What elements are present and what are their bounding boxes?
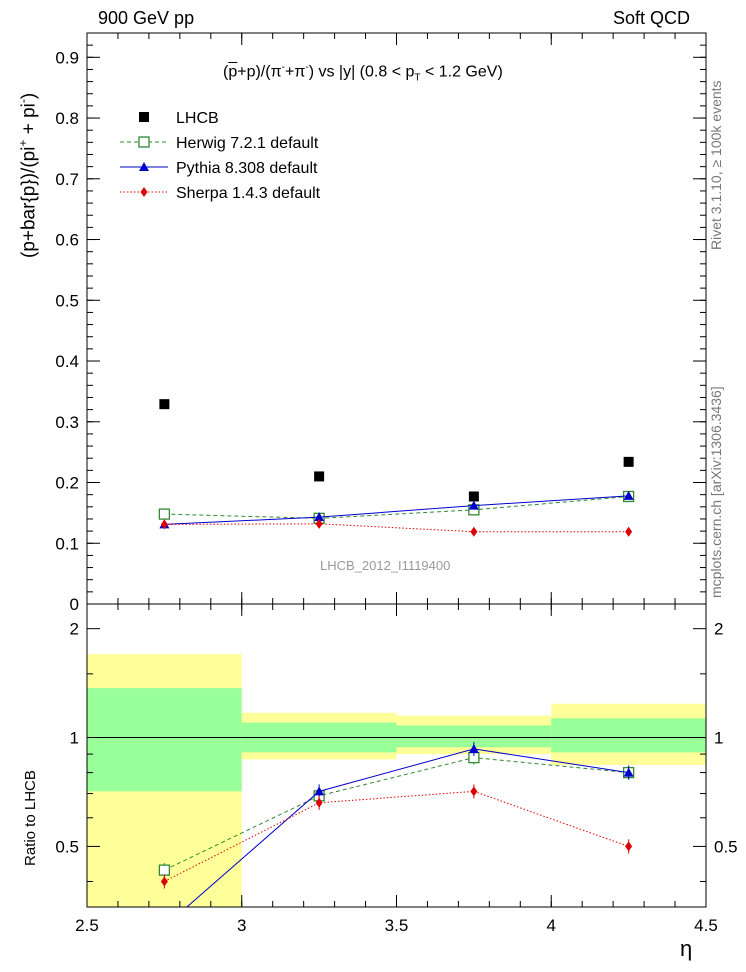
mcplots-label: mcplots.cern.ch [arXiv:1306.3436] <box>708 386 724 598</box>
legend-marker-2 <box>139 162 149 171</box>
uncertainty-bands <box>87 654 706 907</box>
series-group <box>158 399 635 931</box>
legend-label-3: Sherpa 1.4.3 default <box>176 185 321 202</box>
y-tick-label-2: 0.2 <box>55 474 79 493</box>
y-tick-label-9: 0.9 <box>55 48 79 67</box>
legend: LHCB Herwig 7.2.1 default Pythia 8.308 def… <box>120 110 321 202</box>
series-0 <box>159 399 634 502</box>
x-tick-label-0: 2.5 <box>75 916 99 935</box>
y-axis-label: (p+bar{p})/(pi+ + pi-) <box>16 93 40 258</box>
x-tick-label-3: 4 <box>547 916 556 935</box>
title-sup1: - <box>281 62 285 73</box>
point-1-0 <box>158 508 171 520</box>
point-0-0 <box>159 399 170 410</box>
band-stat-2 <box>396 725 552 748</box>
tick-labels: 2.5 3 3.5 4 4.5 0 0.1 0.2 0.3 0.4 0.5 0.6 0.7 0.8 0.9 0… <box>55 48 737 935</box>
title-mid1: +p)/(π <box>237 63 282 81</box>
legend-marker-3 <box>140 187 148 197</box>
x-tick-label-1: 3 <box>237 916 246 935</box>
y-tick-label-6: 0.6 <box>55 231 79 250</box>
x-axis-label: η <box>680 936 693 961</box>
title-mid2: +π <box>284 63 306 81</box>
ratio-tick-label-right-0: 0.5 <box>714 837 738 856</box>
ratio-series-2 <box>159 741 634 931</box>
point-3-3 <box>625 526 633 537</box>
ylabel-b: + pi <box>18 103 40 140</box>
y-tick-label-3: 0.3 <box>55 413 79 432</box>
legend-marker-0 <box>139 112 149 122</box>
ratio-point-2-1 <box>314 786 325 796</box>
ylabel-a: (p+bar{p})/(pi <box>18 146 40 258</box>
legend-label-2: Pythia 8.308 default <box>176 160 318 177</box>
axis-ticks <box>86 32 707 907</box>
point-3-2 <box>470 526 478 537</box>
legend-label-0: LHCB <box>176 110 219 127</box>
header-right: Soft QCD <box>612 8 690 28</box>
band-stat-0 <box>87 688 242 792</box>
ratio-point-2-3 <box>623 767 634 777</box>
series-line-1 <box>164 495 629 519</box>
y-tick-label-5: 0.5 <box>55 291 79 310</box>
y-tick-label-4: 0.4 <box>55 352 79 371</box>
ratio-point-3-2 <box>470 786 478 797</box>
ratio-tick-label-right-2: 2 <box>714 620 723 639</box>
band-stat-3 <box>551 718 706 753</box>
header-left: 900 GeV pp <box>98 8 195 28</box>
analysis-label: LHCB_2012_I1119400 <box>320 558 451 573</box>
series-1 <box>158 490 635 524</box>
y-tick-label-0: 0 <box>70 595 79 614</box>
point-0-1 <box>314 471 325 482</box>
title-mid3: ) vs |y| (0.8 < p <box>308 63 415 81</box>
y-tick-label-7: 0.7 <box>55 170 79 189</box>
point-2-2 <box>468 500 479 510</box>
title-pbar: p <box>228 63 238 81</box>
rivet-label: Rivet 3.1.10, ≥ 100k events <box>708 80 724 250</box>
series-line-3 <box>164 523 629 533</box>
y-tick-label-1: 0.1 <box>55 534 79 553</box>
ratio-line-1 <box>164 757 629 871</box>
ylabel-sup1: + <box>16 139 30 147</box>
ratio-point-2-2 <box>468 743 479 753</box>
series-line-2 <box>164 495 629 525</box>
ratio-series-3 <box>160 784 633 889</box>
title-suffix: < 1.2 GeV) <box>420 63 503 81</box>
ylabel-sup2: - <box>16 99 30 104</box>
ratio-tick-label-right-1: 1 <box>714 729 723 748</box>
point-3-1 <box>315 518 323 529</box>
ratio-tick-label-left-1: 1 <box>70 729 79 748</box>
series-3 <box>160 518 633 537</box>
x-tick-label-4: 4.5 <box>694 916 718 935</box>
title-sub: T <box>414 72 421 84</box>
point-2-1 <box>314 512 325 522</box>
ratio-tick-label-left-2: 2 <box>70 620 79 639</box>
ratio-point-2-0 <box>159 922 169 931</box>
ratio-y-axis-label: Ratio to LHCB <box>22 770 39 866</box>
x-tick-label-2: 3.5 <box>385 916 409 935</box>
ratio-point-3-3 <box>625 841 633 852</box>
series-2 <box>159 490 634 529</box>
point-0-3 <box>623 456 634 467</box>
title-prefix: ( <box>223 63 229 81</box>
ratio-point-3-1 <box>315 797 323 808</box>
point-2-3 <box>623 490 634 500</box>
ylabel-c: ) <box>18 92 40 100</box>
ratio-point-3-0 <box>160 876 168 887</box>
y-tick-label-8: 0.8 <box>55 109 79 128</box>
title-sup2: - <box>305 62 309 73</box>
ratio-line-2 <box>186 748 629 907</box>
point-0-2 <box>468 491 479 502</box>
ratio-tick-label-left-0: 0.5 <box>55 837 79 856</box>
ratio-point-1-0 <box>158 864 171 876</box>
point-3-0 <box>160 519 168 530</box>
chart-title: (p+p)/(π-+π-) vs |y| (0.8 < pT < 1.2 GeV… <box>223 62 503 84</box>
ratio-line-3 <box>164 790 629 882</box>
legend-label-1: Herwig 7.2.1 default <box>176 135 319 152</box>
legend-marker-1 <box>138 136 150 148</box>
